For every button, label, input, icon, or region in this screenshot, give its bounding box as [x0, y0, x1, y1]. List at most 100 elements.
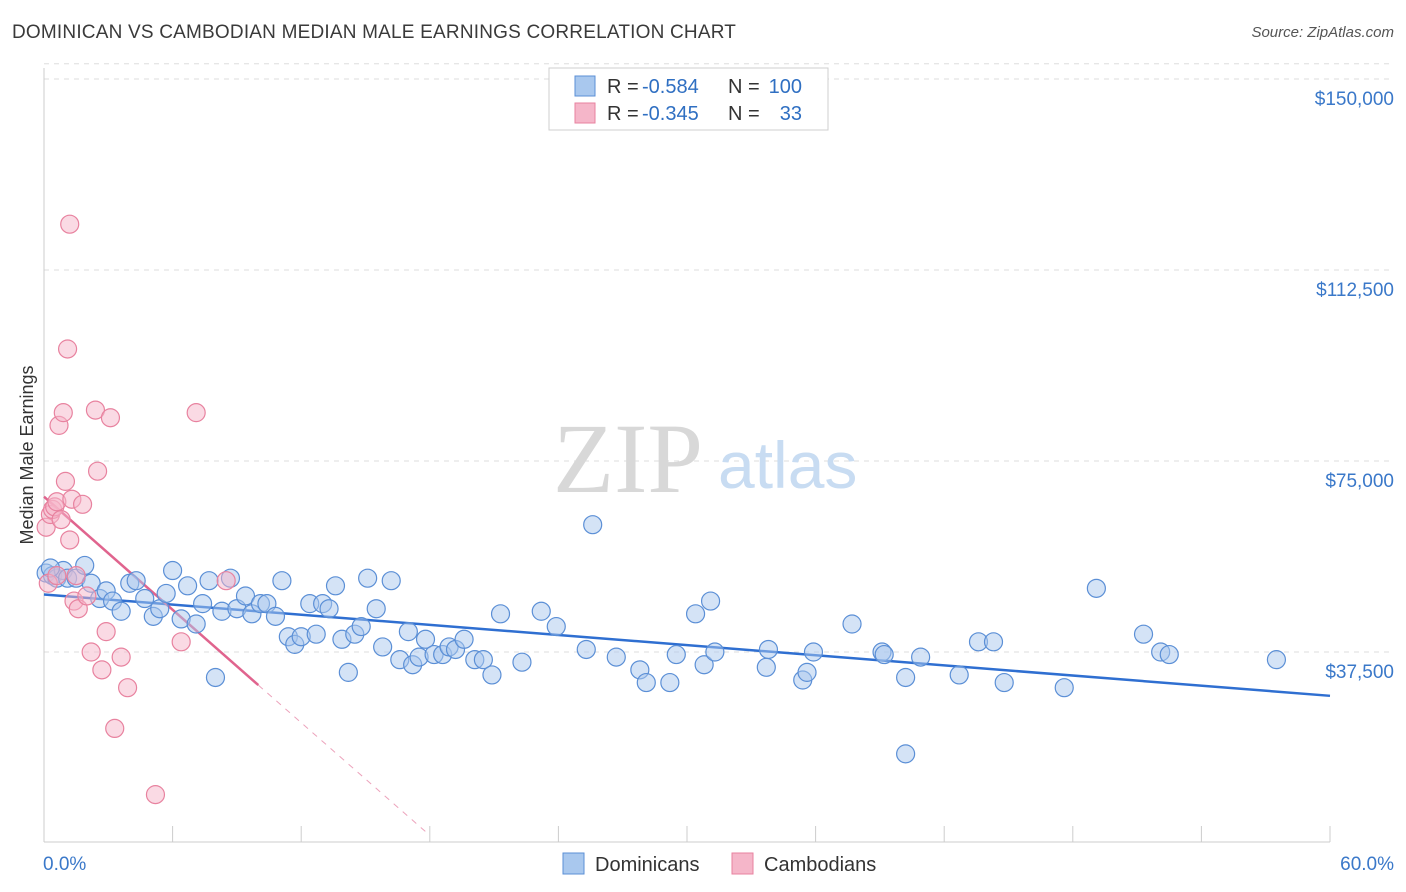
point-dominicans-69: [606, 647, 626, 667]
point-dominicans-88: [911, 647, 931, 667]
legend-r-label-cambodians: R =: [607, 103, 644, 125]
bottom-legend-label-cambodians: Cambodians: [764, 854, 876, 876]
axes: [43, 68, 1331, 843]
point-dominicans-33: [272, 571, 292, 591]
gridlines: [44, 63, 1394, 653]
y-tick-label-1: $75,000: [1325, 471, 1394, 492]
point-cambodians-8: [55, 471, 76, 491]
point-dominicans-40: [319, 599, 339, 619]
point-dominicans-46: [358, 568, 378, 588]
point-dominicans-65: [531, 601, 551, 621]
source-credit: Source: ZipAtlas.com: [1251, 24, 1394, 41]
legend-swatch-dominicans: [574, 75, 596, 97]
point-dominicans-89: [949, 665, 969, 685]
point-dominicans-78: [756, 657, 776, 677]
watermark-atlas: atlas: [718, 428, 857, 502]
point-dominicans-77: [705, 642, 725, 662]
point-dominicans-76: [700, 591, 721, 611]
point-cambodians-11: [60, 214, 80, 234]
point-dominicans-47: [366, 599, 386, 619]
point-cambodians-20: [87, 461, 108, 481]
legend-r-value-dominicans: -0.584: [642, 76, 699, 98]
point-dominicans-85: [874, 644, 894, 665]
point-dominicans-94: [1086, 578, 1106, 598]
point-dominicans-63: [490, 604, 511, 624]
point-dominicans-67: [576, 639, 596, 660]
trend-extension-cambodians: [258, 684, 431, 836]
point-dominicans-28: [235, 586, 256, 606]
point-cambodians-17: [77, 586, 97, 606]
point-cambodians-7: [53, 403, 73, 423]
point-dominicans-17: [156, 583, 176, 604]
point-dominicans-74: [685, 604, 706, 624]
watermark-zip: ZIP: [553, 403, 703, 514]
point-cambodians-21: [92, 660, 112, 680]
point-cambodians-6: [51, 509, 71, 530]
point-dominicans-66: [546, 616, 566, 637]
point-dominicans-32: [265, 606, 286, 626]
legend-n-label-cambodians: N =: [728, 103, 765, 125]
y-axis-title: Median Male Earnings: [17, 365, 37, 544]
point-cambodians-22: [96, 622, 116, 642]
point-cambodians-19: [85, 400, 106, 420]
point-cambodians-23: [100, 408, 121, 428]
point-cambodians-30: [216, 571, 236, 591]
data-points: [36, 214, 1287, 805]
bottom-legend: Dominicans Cambodians: [562, 852, 876, 876]
x-tick-label-min: 0.0%: [43, 854, 86, 875]
point-dominicans-13: [126, 571, 146, 591]
point-dominicans-45: [351, 616, 371, 637]
point-dominicans-11: [111, 601, 131, 621]
point-dominicans-64: [512, 652, 532, 672]
x-tick-label-max: 60.0%: [1340, 854, 1394, 875]
point-cambodians-16: [72, 494, 93, 514]
point-dominicans-18: [163, 560, 183, 581]
point-cambodians-9: [57, 339, 78, 359]
point-cambodians-24: [105, 718, 125, 739]
point-dominicans-22: [193, 594, 213, 614]
bottom-legend-swatch-cambodians: [731, 852, 754, 875]
y-tick-label-3: $150,000: [1315, 89, 1394, 110]
point-dominicans-91: [983, 632, 1004, 652]
trend-line-cambodians: [43, 495, 260, 687]
point-dominicans-54: [415, 629, 436, 649]
point-dominicans-49: [381, 571, 401, 591]
legend-swatch-cambodians: [574, 102, 596, 124]
point-cambodians-29: [186, 403, 206, 423]
point-dominicans-24: [205, 667, 226, 688]
point-dominicans-92: [994, 672, 1014, 693]
point-dominicans-20: [178, 576, 198, 596]
point-dominicans-51: [398, 622, 418, 642]
y-tick-label-0: $37,500: [1325, 662, 1394, 683]
point-dominicans-21: [186, 614, 206, 634]
point-dominicans-59: [454, 629, 474, 649]
point-dominicans-41: [325, 576, 346, 596]
point-dominicans-87: [896, 744, 916, 764]
point-dominicans-95: [1133, 624, 1154, 644]
point-dominicans-81: [797, 662, 817, 682]
trend-lines: [43, 495, 1331, 836]
chart-title: DOMINICAN VS CAMBODIAN MEDIAN MALE EARNI…: [12, 22, 737, 43]
point-dominicans-79: [758, 639, 779, 660]
y-tick-label-2: $112,500: [1316, 280, 1394, 301]
point-dominicans-75: [694, 655, 714, 675]
point-cambodians-14: [66, 566, 86, 586]
bottom-legend-swatch-dominicans: [562, 852, 585, 875]
point-dominicans-48: [373, 637, 393, 657]
bottom-legend-label-dominicans: Dominicans: [595, 854, 699, 876]
legend-box: R = -0.584 N = 100 R = -0.345 N = 33: [548, 67, 829, 131]
point-dominicans-86: [896, 667, 916, 688]
legend-r-label-dominicans: R =: [607, 76, 644, 98]
point-cambodians-10: [60, 530, 80, 550]
point-cambodians-18: [81, 642, 101, 662]
point-dominicans-83: [842, 614, 862, 634]
point-dominicans-23: [199, 571, 219, 591]
point-dominicans-93: [1054, 678, 1074, 698]
legend-n-value-dominicans: 100: [769, 76, 802, 98]
legend-r-value-cambodians: -0.345: [642, 103, 699, 125]
point-dominicans-43: [338, 662, 358, 682]
point-cambodians-32: [47, 566, 67, 586]
point-dominicans-97: [1159, 644, 1179, 665]
y-tick-labels: $37,500 $75,000 $112,500 $150,000: [1315, 89, 1394, 683]
